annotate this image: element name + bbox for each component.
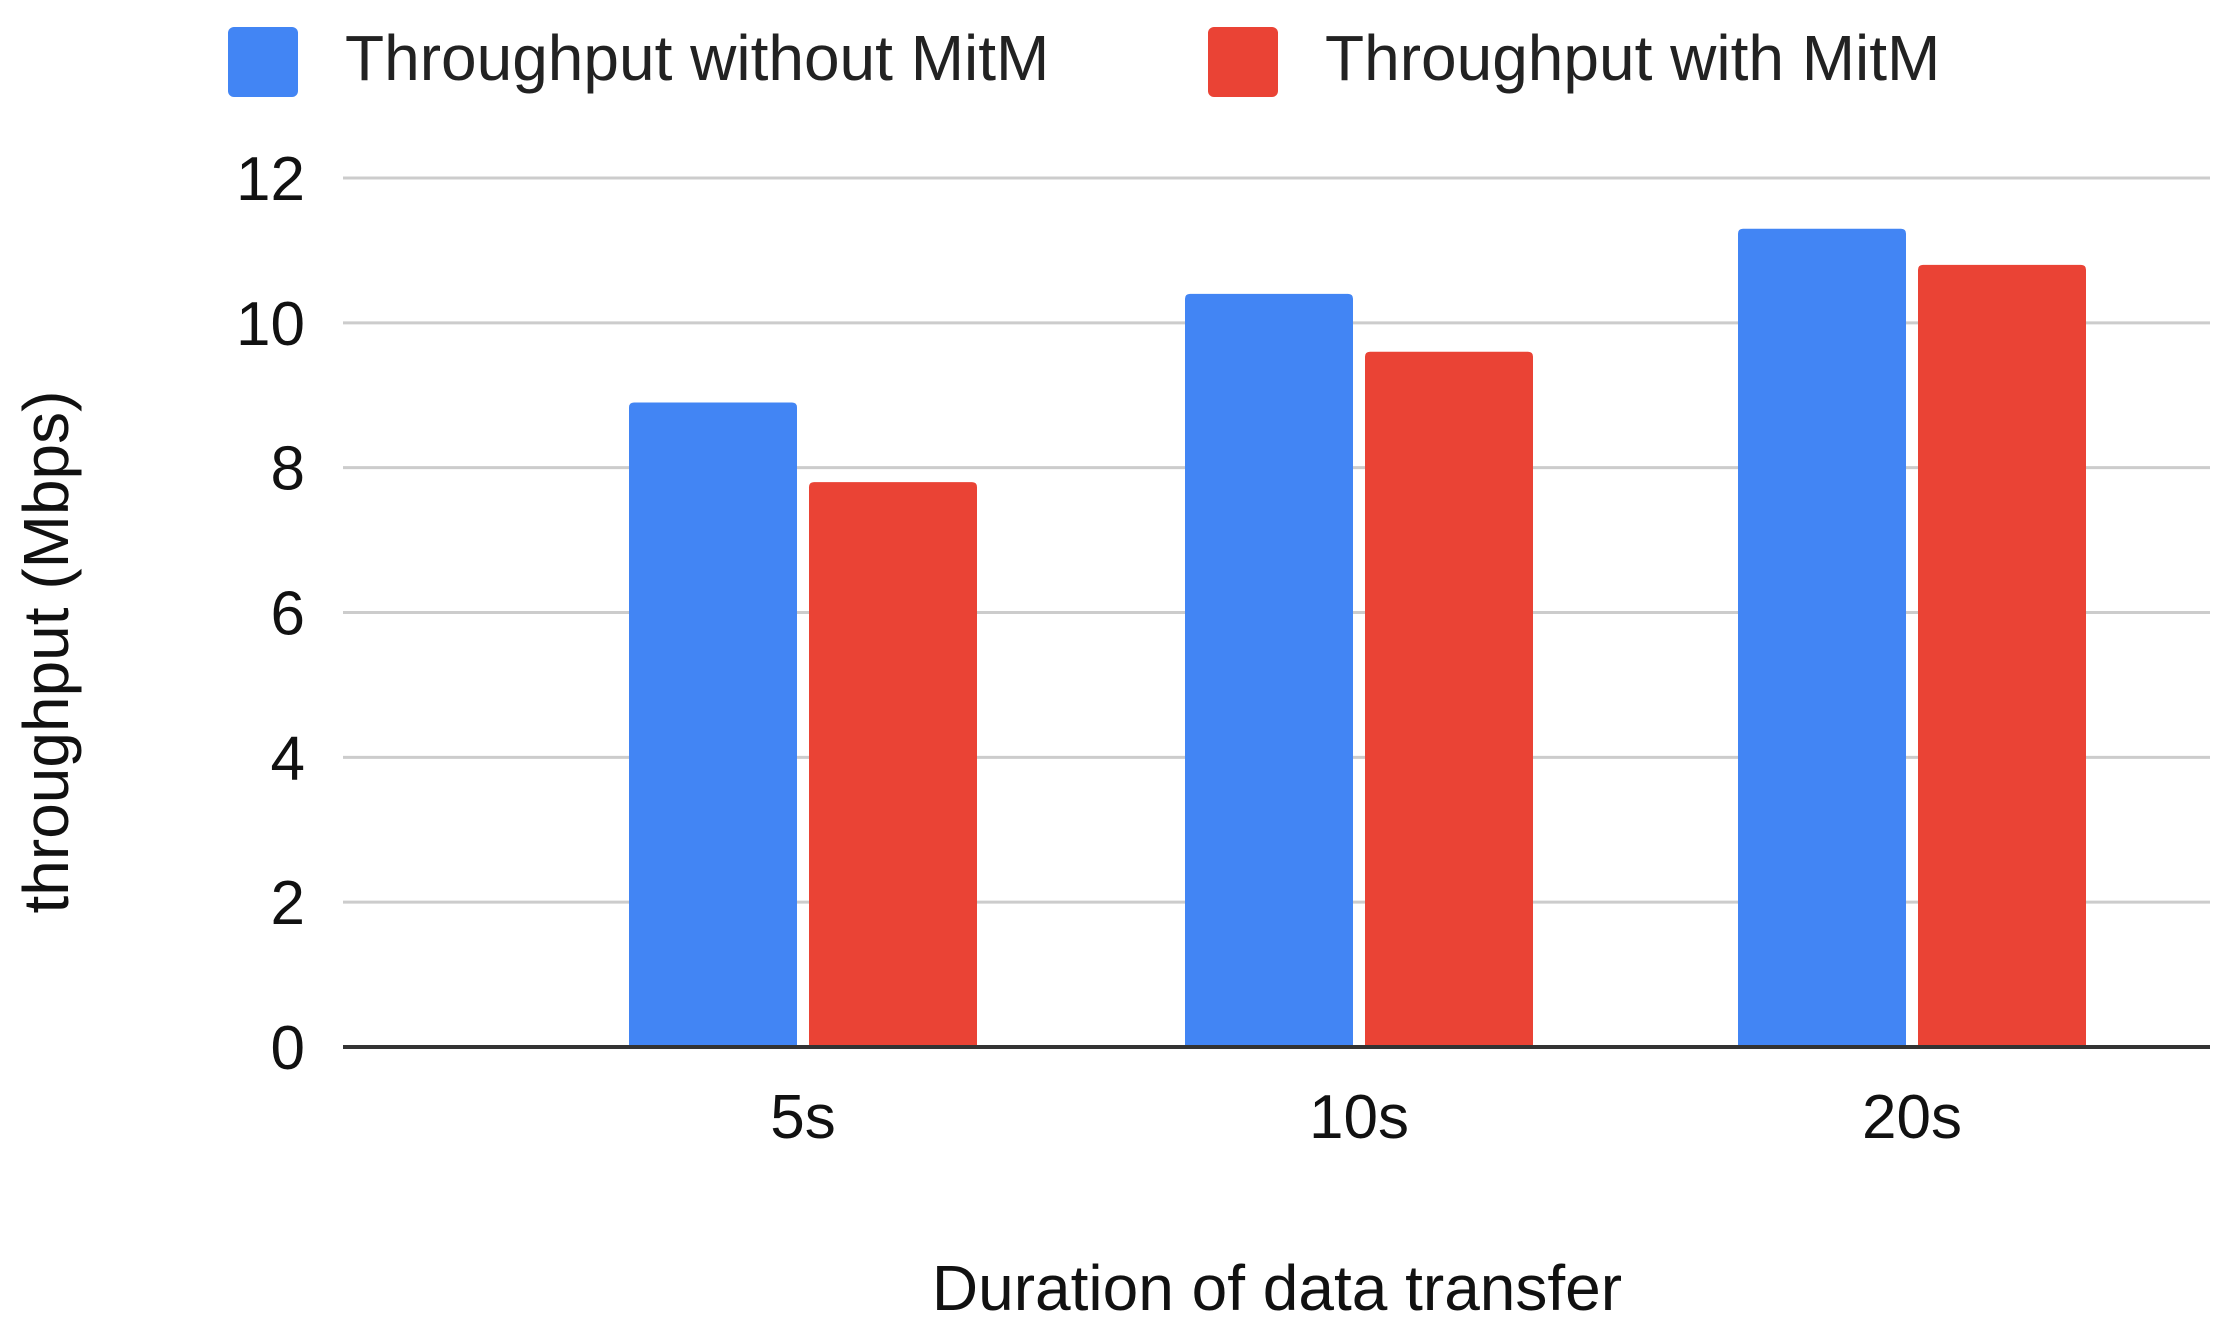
legend-swatch [1208,27,1278,97]
bar-without-mitm-10s [1185,293,1353,1047]
bar-without-mitm-20s [1738,228,1906,1048]
x-tick-label: 5s [770,1083,835,1152]
legend-swatch [228,27,298,97]
y-tick-label: 8 [271,435,305,504]
bars [629,228,2086,1048]
legend: Throughput without MitM Throughput with M… [228,22,1940,97]
y-tick-label: 10 [236,290,305,359]
y-tick-label: 4 [271,724,305,793]
y-axis-title: throughput (Mbps) [10,391,82,914]
legend-label: Throughput with MitM [1325,22,1940,94]
y-tick-label: 12 [236,145,305,214]
x-tick-labels: 5s 10s 20s [770,1083,1962,1152]
legend-label: Throughput without MitM [345,22,1049,94]
x-tick-label: 20s [1862,1083,1962,1152]
bar-with-mitm-5s [809,482,977,1047]
x-axis-title: Duration of data transfer [932,1252,1622,1324]
y-tick-label: 6 [271,580,305,649]
y-tick-label: 0 [271,1014,305,1083]
y-tick-labels: 0 2 4 6 8 10 12 [236,145,305,1083]
bar-with-mitm-10s [1365,351,1533,1047]
bar-without-mitm-5s [629,402,797,1047]
x-tick-label: 10s [1309,1083,1409,1152]
y-tick-label: 2 [271,869,305,938]
bar-with-mitm-20s [1918,264,2086,1047]
